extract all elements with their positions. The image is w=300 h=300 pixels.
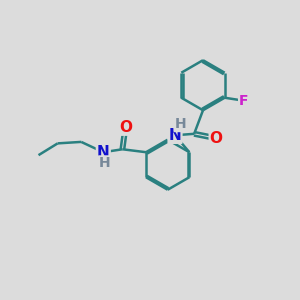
Text: N: N [169,128,182,143]
Text: H: H [99,156,111,170]
Text: H: H [175,117,186,131]
Text: O: O [210,131,223,146]
Text: F: F [239,94,249,108]
Text: N: N [97,145,110,160]
Text: O: O [119,120,132,135]
